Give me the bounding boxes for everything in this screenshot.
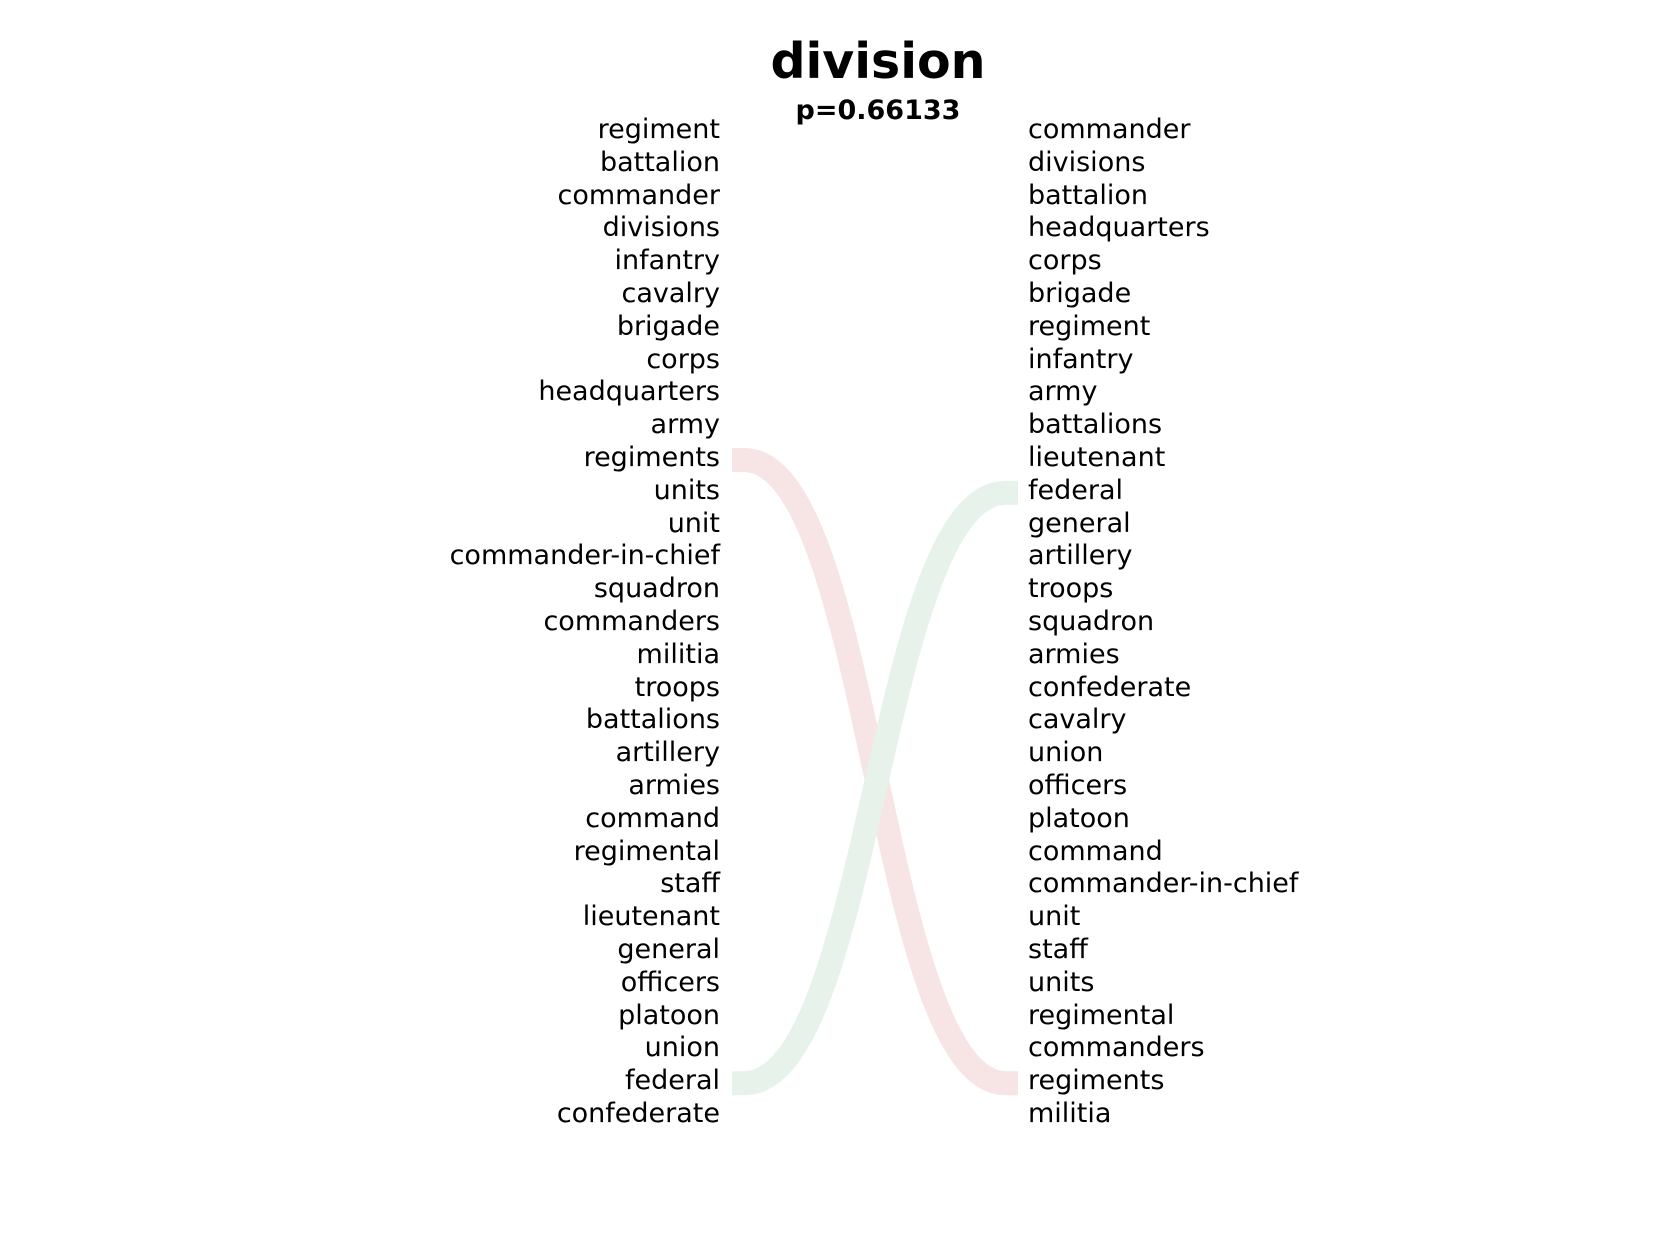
left-word: commander [557,179,720,211]
left-word: union [644,1032,720,1064]
right-word: platoon [1028,802,1130,834]
left-word: troops [634,671,720,703]
left-word: battalion [599,146,720,178]
left-word: unit [667,507,720,539]
left-word: corps [646,343,720,375]
right-word: staff [1028,934,1088,965]
left-word: headquarters [538,376,720,408]
right-word: regimental [1028,999,1175,1031]
right-word: officers [1028,770,1128,801]
right-word: squadron [1028,606,1155,637]
right-word: unit [1028,901,1081,933]
left-word: army [650,409,720,441]
right-word: confederate [1028,671,1192,703]
right-word: armies [1028,638,1120,670]
right-word: battalion [1028,179,1149,211]
left-word: commanders [543,606,720,637]
right-word: lieutenant [1028,442,1166,473]
right-word: general [1028,507,1131,539]
right-word: divisions [1028,146,1146,178]
left-word: federal [624,1065,720,1097]
right-word: corps [1028,245,1102,277]
left-word: command [585,802,720,834]
right-word: commander-in-chief [1028,868,1299,900]
right-word: cavalry [1028,704,1127,736]
left-word: platoon [618,999,720,1031]
right-word: units [1028,966,1095,998]
left-word: regiment [597,114,720,145]
left-word: infantry [614,245,720,277]
right-word: army [1028,376,1098,408]
left-word: brigade [616,310,720,342]
left-word: staff [660,868,720,900]
left-word: regimental [573,835,720,867]
right-word: commander [1028,114,1191,145]
left-word: cavalry [621,278,721,309]
left-word: militia [636,638,720,670]
right-word: command [1028,835,1163,867]
left-word: battalions [585,704,720,736]
right-word: artillery [1028,540,1133,572]
right-word: commanders [1028,1032,1205,1064]
right-word: troops [1028,573,1114,605]
right-word: union [1028,737,1104,769]
left-word: general [617,934,720,965]
right-word: regiment [1028,310,1151,342]
right-word: headquarters [1028,212,1210,244]
diagram-subtitle: p=0.66133 [795,95,961,126]
right-word: battalions [1028,409,1163,441]
diagram-title: division [770,33,986,90]
link-ribbon-federal [732,480,1018,1096]
right-word: infantry [1028,343,1134,375]
right-word: brigade [1028,278,1132,309]
right-word: federal [1028,474,1124,506]
left-word: armies [628,770,720,801]
left-word: confederate [556,1098,720,1129]
left-word: officers [620,966,720,998]
left-word: divisions [602,212,720,244]
left-word: lieutenant [582,901,720,933]
left-word: units [653,474,720,506]
right-word: regiments [1028,1065,1165,1097]
left-word: artillery [615,737,720,769]
right-word: militia [1028,1098,1112,1129]
left-word: squadron [593,573,720,605]
left-word: commander-in-chief [449,540,720,572]
left-word: regiments [583,442,720,473]
